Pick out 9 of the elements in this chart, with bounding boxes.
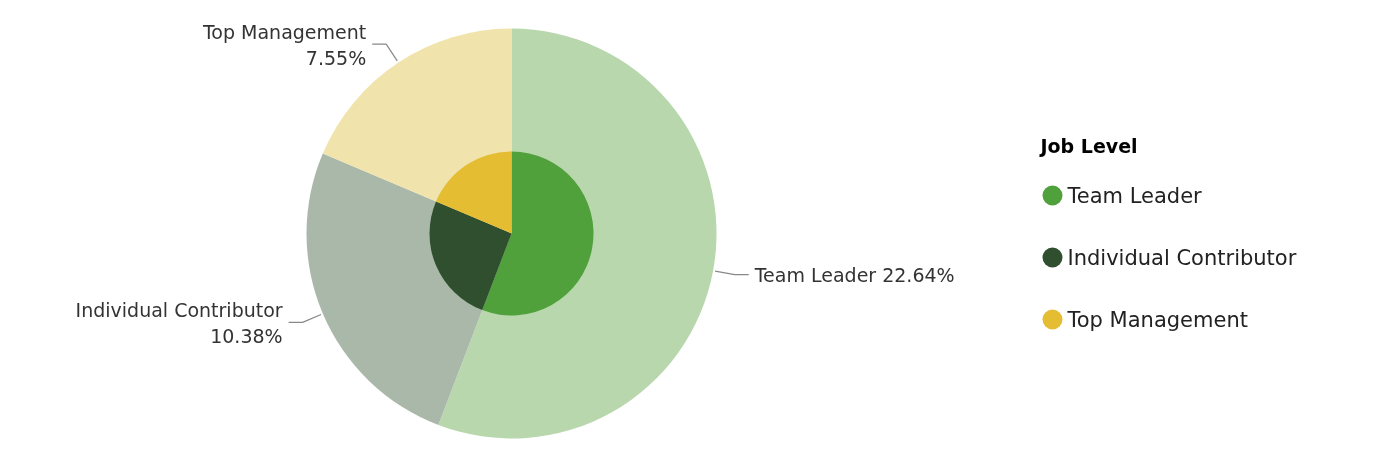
data-label: 7.55% — [305, 47, 367, 70]
slice-label: Top Management — [201, 21, 367, 44]
category-label: Team Leader 22.64% — [754, 263, 955, 286]
legend-label: Top Management — [1066, 307, 1248, 332]
data-label: 10.38% — [210, 325, 283, 348]
legend-title: Job Level — [1038, 134, 1138, 157]
legend-label: Team Leader — [1066, 183, 1203, 208]
legend-label: Individual Contributor — [1067, 245, 1297, 270]
slice-label: Individual Contributor — [75, 299, 283, 322]
